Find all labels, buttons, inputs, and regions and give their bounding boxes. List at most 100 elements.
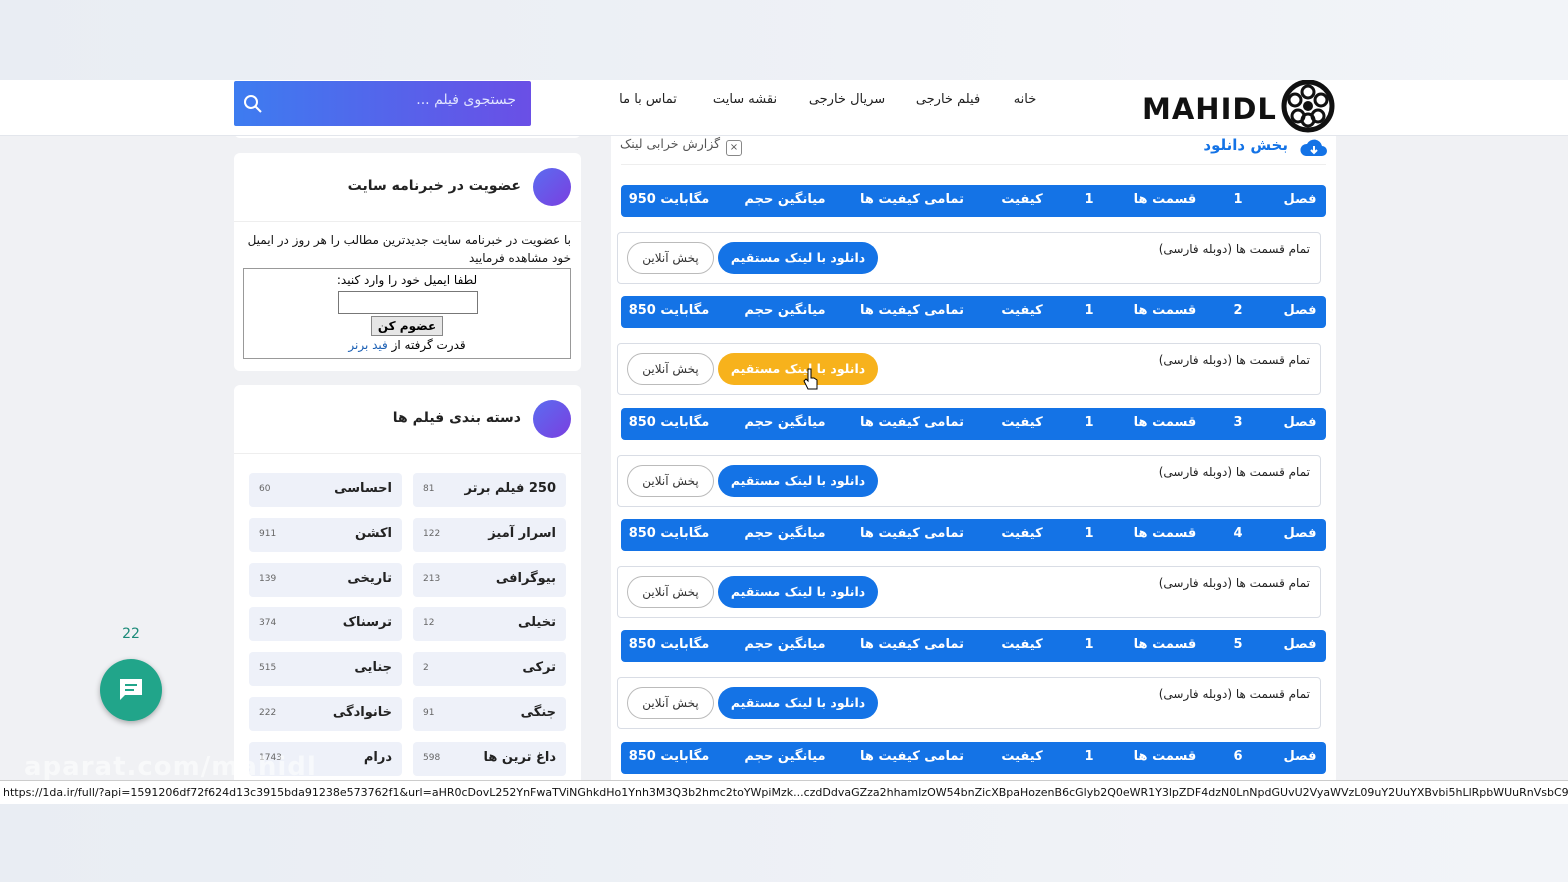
- powered-by: قدرت گرفته از فید برنر: [244, 338, 570, 352]
- category-item[interactable]: ترسناک 374: [249, 607, 402, 642]
- report-link[interactable]: گزارش خرابی لینک: [620, 136, 721, 151]
- direct-download-button[interactable]: دانلود با لینک مستقیم: [718, 575, 878, 608]
- row-title: تمام قسمت ها (دوبله فارسی): [1158, 464, 1310, 479]
- search-placeholder[interactable]: جستجوی فیلم ...: [416, 92, 516, 108]
- menu-item[interactable]: نقشه سایت: [712, 92, 778, 107]
- category-name[interactable]: تخیلی: [517, 615, 556, 631]
- category-name[interactable]: درام: [363, 749, 392, 765]
- category-name[interactable]: ترسناک: [342, 615, 392, 631]
- widget-icon: [533, 400, 571, 438]
- chat-button[interactable]: [100, 659, 162, 721]
- category-item[interactable]: خانوادگی 222: [249, 697, 402, 731]
- category-item[interactable]: 250 فیلم برتر 81: [413, 473, 566, 507]
- category-name[interactable]: اکشن: [355, 525, 392, 541]
- chat-icon[interactable]: [116, 675, 146, 705]
- category-item[interactable]: اکشن 911: [249, 517, 402, 552]
- online-play-button[interactable]: پخش آنلاین: [627, 575, 714, 608]
- category-count: 911: [259, 528, 277, 539]
- season-label: فصل: [1283, 414, 1317, 430]
- menu-item[interactable]: سریال خارجی: [808, 92, 886, 107]
- category-item[interactable]: احساسی 60: [249, 473, 402, 507]
- form-prompt: لطفا ایمیل خود را وارد کنید:: [336, 273, 478, 287]
- quality-label: کیفیت: [1001, 637, 1043, 653]
- category-item[interactable]: جنایی 515: [249, 652, 402, 687]
- season-number: 6: [1233, 748, 1243, 764]
- menu-item[interactable]: تماس با ما: [619, 92, 677, 107]
- direct-download-button[interactable]: دانلود با لینک مستقیم: [718, 242, 878, 274]
- widget-title: عضویت در خبرنامه سایت: [347, 178, 521, 194]
- category-name[interactable]: ترکی: [522, 660, 556, 676]
- season-bar: فصل 1 قسمت ها 1 کیفیت تمامی کیفیت ها میانگین ح…: [621, 185, 1326, 217]
- direct-download-button[interactable]: دانلود با لینک مستقیم: [718, 464, 878, 497]
- powered-link[interactable]: فید برنر: [348, 338, 388, 352]
- direct-download-button[interactable]: دانلود با لینک مستقیم: [718, 687, 878, 720]
- category-item[interactable]: تاریخی 139: [249, 562, 402, 597]
- size-label: میانگین حجم: [744, 414, 826, 430]
- online-play-button[interactable]: پخش آنلاین: [627, 687, 714, 720]
- subscribe-button[interactable]: عضوم کن: [371, 316, 443, 336]
- email-input[interactable]: [338, 291, 478, 314]
- quality-value: تمامی کیفیت ها: [860, 303, 964, 319]
- season-label: فصل: [1283, 192, 1317, 207]
- online-play-button[interactable]: پخش آنلاین: [627, 464, 714, 497]
- newsletter-widget: عضویت در خبرنامه سایت با عضویت در خبرنام…: [234, 153, 581, 371]
- quality-label: کیفیت: [1001, 525, 1043, 541]
- category-count: 60: [259, 484, 271, 494]
- category-name[interactable]: خانوادگی: [332, 705, 392, 720]
- season-bar: فصل 3 قسمت ها 1 کیفیت تمامی کیفیت ها میانگین ح…: [621, 407, 1326, 440]
- category-item[interactable]: بیوگرافی 213: [413, 562, 566, 597]
- category-item[interactable]: تخیلی 12: [413, 607, 566, 642]
- category-name[interactable]: احساسی: [334, 481, 392, 496]
- category-name[interactable]: جنگی: [520, 705, 556, 720]
- quality-value: تمامی کیفیت ها: [860, 748, 964, 764]
- category-item[interactable]: اسرار آمیز 122: [413, 517, 566, 552]
- download-row: تمام قسمت ها (دوبله فارسی) دانلود با لینک…: [617, 343, 1321, 396]
- search-box[interactable]: جستجوی فیلم ...: [234, 81, 531, 126]
- widget-edge: [234, 136, 581, 138]
- online-play-button[interactable]: پخش آنلاین: [627, 353, 714, 386]
- size-value: 950 مگابایت: [628, 192, 710, 207]
- category-name[interactable]: جنایی: [354, 660, 392, 676]
- season-number: 4: [1233, 525, 1243, 541]
- powered-text: قدرت گرفته از: [391, 338, 466, 352]
- category-item[interactable]: جنگی 91: [413, 697, 566, 731]
- episodes-count: 1: [1084, 192, 1094, 207]
- category-item[interactable]: ترکی 2: [413, 652, 566, 687]
- episodes-count: 1: [1084, 637, 1094, 653]
- download-row: تمام قسمت ها (دوبله فارسی) دانلود با لینک…: [617, 565, 1321, 618]
- season-number: 1: [1233, 192, 1243, 207]
- online-play-button[interactable]: پخش آنلاین: [627, 242, 714, 274]
- row-title: تمام قسمت ها (دوبله فارسی): [1158, 353, 1310, 368]
- category-count: 2: [423, 663, 429, 674]
- search-icon[interactable]: [243, 94, 263, 114]
- row-title: تمام قسمت ها (دوبله فارسی): [1158, 242, 1310, 256]
- category-count: 12: [423, 618, 435, 629]
- category-item[interactable]: درام 1743: [249, 741, 402, 776]
- quality-label: کیفیت: [1001, 748, 1043, 764]
- menu-item[interactable]: فیلم خارجی: [915, 92, 981, 107]
- divider: [621, 164, 1326, 165]
- divider: [234, 453, 581, 454]
- size-label: میانگین حجم: [744, 525, 826, 541]
- categories-widget: دسته بندی فیلم ها 250 فیلم برتر 81 احساسی 6…: [234, 385, 581, 780]
- size-label: میانگین حجم: [744, 192, 826, 207]
- widget-title: دسته بندی فیلم ها: [392, 410, 521, 426]
- direct-download-button[interactable]: دانلود با لینک مستقیم: [718, 353, 878, 390]
- category-name[interactable]: بیوگرافی: [495, 570, 556, 586]
- category-name[interactable]: تاریخی: [347, 570, 392, 586]
- size-value: 850 مگابایت: [628, 525, 710, 541]
- menu-item[interactable]: خانه: [1013, 92, 1037, 107]
- category-name[interactable]: 250 فیلم برتر: [464, 481, 556, 496]
- report-icon[interactable]: ×: [726, 140, 742, 156]
- category-count: 91: [423, 708, 435, 718]
- category-name[interactable]: اسرار آمیز: [488, 525, 556, 541]
- row-title: تمام قسمت ها (دوبله فارسی): [1158, 687, 1310, 702]
- logo[interactable]: MAHIDL: [1142, 92, 1277, 126]
- category-name[interactable]: داغ ترین ها: [483, 749, 556, 765]
- size-label: میانگین حجم: [744, 303, 826, 319]
- quality-label: کیفیت: [1001, 414, 1043, 430]
- category-item[interactable]: داغ ترین ها 598: [413, 741, 566, 776]
- quality-label: کیفیت: [1001, 192, 1043, 207]
- header: MAHIDL جستجوی فیلم ... خانه فیلم خارجی سری…: [0, 80, 1568, 136]
